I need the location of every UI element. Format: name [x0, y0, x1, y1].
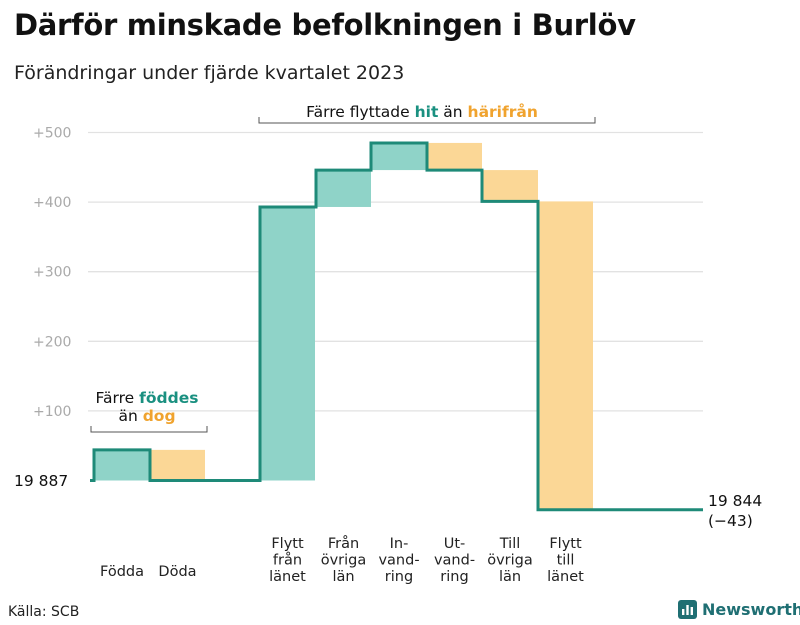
x-tick-label: Födda	[100, 564, 144, 580]
newsworthy-logo-icon	[678, 600, 697, 619]
y-tick-label: +500	[33, 126, 71, 142]
x-tick-label: In-vand-ring	[378, 536, 419, 585]
x-tick-label: Till övriga län	[487, 536, 533, 585]
x-tick-labels: Födda Döda Flytt från länet Från övriga län In-v…	[100, 535, 584, 585]
x-tick-label: Döda	[158, 564, 196, 580]
moves-annotation: Färre flyttade hit än härifrån	[306, 102, 538, 121]
grid-lines	[88, 131, 703, 412]
waterfall-bar	[316, 170, 371, 207]
x-tick-label: Ut-vand-ring	[434, 536, 475, 585]
x-tick-label: Från övriga län	[321, 535, 367, 585]
y-tick-label: +200	[33, 334, 71, 350]
x-tick-label: Flytt till länet	[547, 536, 584, 585]
waterfall-bar	[427, 142, 482, 171]
waterfall-bar	[538, 201, 593, 510]
value-labels: 19 887 19 844 (−43)	[14, 472, 762, 530]
waterfall-bar	[371, 142, 427, 171]
y-tick-label: +300	[33, 265, 71, 281]
start-value-label: 19 887	[14, 472, 68, 490]
y-tick-label: +400	[33, 195, 71, 211]
source-note: Källa: SCB	[8, 604, 80, 620]
running-total-line	[90, 141, 703, 512]
waterfall-bar	[482, 170, 538, 202]
annotation-bracket	[90, 426, 208, 433]
end-value-label: 19 844	[708, 492, 762, 510]
annotation-bracket	[258, 117, 596, 124]
y-tick-labels: +100 +200 +300 +400 +500	[33, 126, 71, 420]
bars	[94, 142, 593, 510]
waterfall-bar	[94, 449, 150, 481]
y-tick-label: +100	[33, 404, 71, 420]
brand-logo[interactable]: Newsworthy	[678, 600, 800, 619]
births-annotation-line1: Färre föddes	[96, 389, 199, 407]
waterfall-bar	[150, 449, 205, 481]
chart-title: Därför minskade befolkningen i Burlöv	[14, 8, 636, 42]
x-tick-label: Flytt från länet	[269, 536, 306, 585]
waterfall-bar	[260, 206, 315, 481]
births-annotation-line2: än dog	[118, 407, 175, 425]
brand-name: Newsworthy	[702, 600, 800, 619]
chart-subtitle: Förändringar under fjärde kvartalet 2023	[14, 62, 405, 84]
end-change-label: (−43)	[708, 512, 753, 530]
